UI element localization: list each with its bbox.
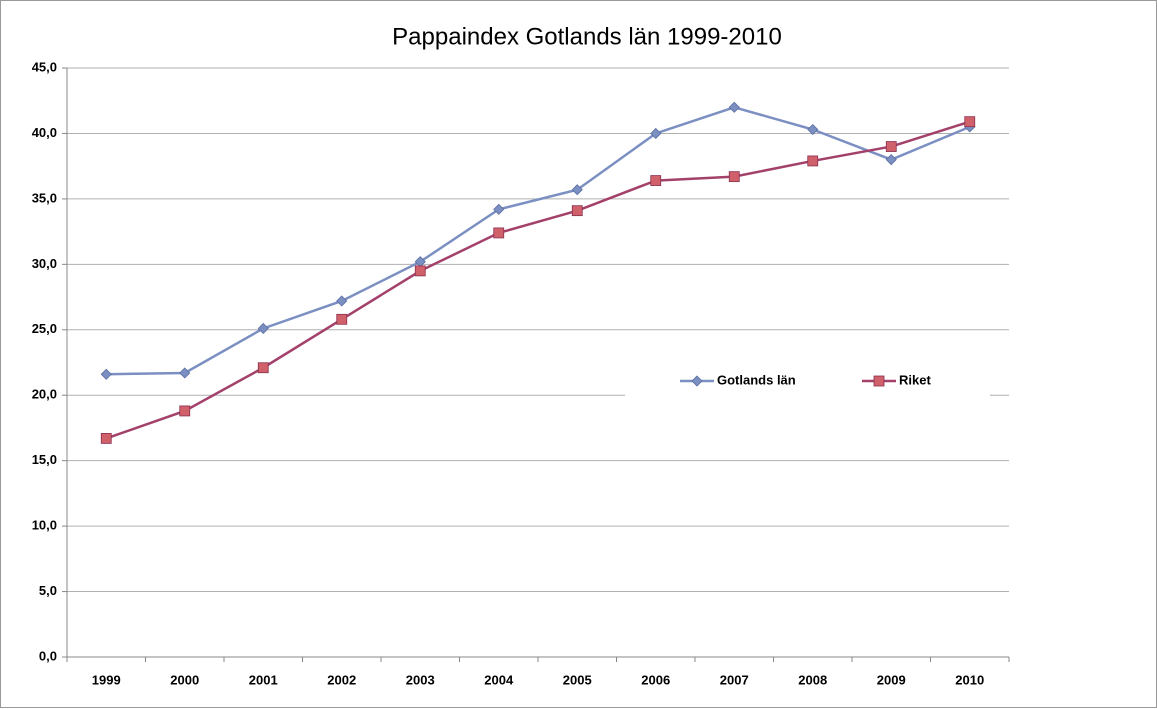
x-tick-label: 1999 [92, 672, 121, 687]
x-tick-label: 2004 [484, 672, 514, 687]
data-point [807, 123, 819, 136]
x-tick-label: 2001 [249, 672, 278, 687]
y-tick-label: 25,0 [32, 321, 57, 336]
data-point [179, 367, 191, 379]
data-point [728, 171, 740, 183]
data-point [414, 265, 426, 277]
y-tick-label: 15,0 [32, 452, 57, 467]
y-tick-label: 40,0 [32, 125, 57, 140]
data-point [650, 175, 662, 186]
data-point [493, 227, 505, 239]
x-tick-label: 2000 [170, 672, 199, 687]
data-point [336, 295, 348, 307]
data-point [336, 313, 348, 325]
data-point [964, 116, 976, 128]
data-point [100, 433, 112, 444]
data-point [493, 203, 505, 215]
legend-label: Gotlands län [717, 372, 796, 387]
x-tick-label: 2007 [720, 672, 749, 687]
data-point [100, 368, 112, 380]
data-point [571, 205, 583, 217]
x-tick-label: 2005 [563, 672, 592, 687]
legend-marker [691, 375, 703, 387]
legend-label: Riket [899, 372, 931, 387]
data-point [571, 184, 583, 196]
legend-box [625, 366, 990, 396]
data-point [257, 362, 269, 374]
x-tick-label: 2002 [327, 672, 356, 687]
data-point [728, 101, 740, 113]
y-tick-label: 45,0 [32, 59, 57, 74]
data-point [807, 155, 819, 167]
x-tick-label: 2003 [406, 672, 435, 687]
data-point [179, 405, 191, 417]
y-tick-label: 10,0 [32, 518, 57, 533]
y-tick-label: 5,0 [39, 583, 57, 598]
x-tick-label: 2006 [641, 672, 670, 687]
x-tick-label: 2010 [955, 672, 984, 687]
data-point [257, 322, 269, 335]
series-line [105, 120, 971, 440]
legend-marker [873, 375, 885, 387]
data-point [650, 127, 662, 140]
data-point [885, 154, 897, 166]
x-tick-label: 2009 [877, 672, 906, 687]
chart-title: Pappaindex Gotlands län 1999-2010 [392, 23, 782, 50]
x-tick-label: 2008 [798, 672, 827, 687]
y-tick-label: 35,0 [32, 190, 57, 205]
y-tick-label: 30,0 [32, 256, 57, 271]
y-tick-label: 0,0 [39, 648, 57, 663]
data-point [885, 141, 897, 152]
y-tick-label: 20,0 [32, 387, 57, 402]
series-line [106, 105, 971, 376]
